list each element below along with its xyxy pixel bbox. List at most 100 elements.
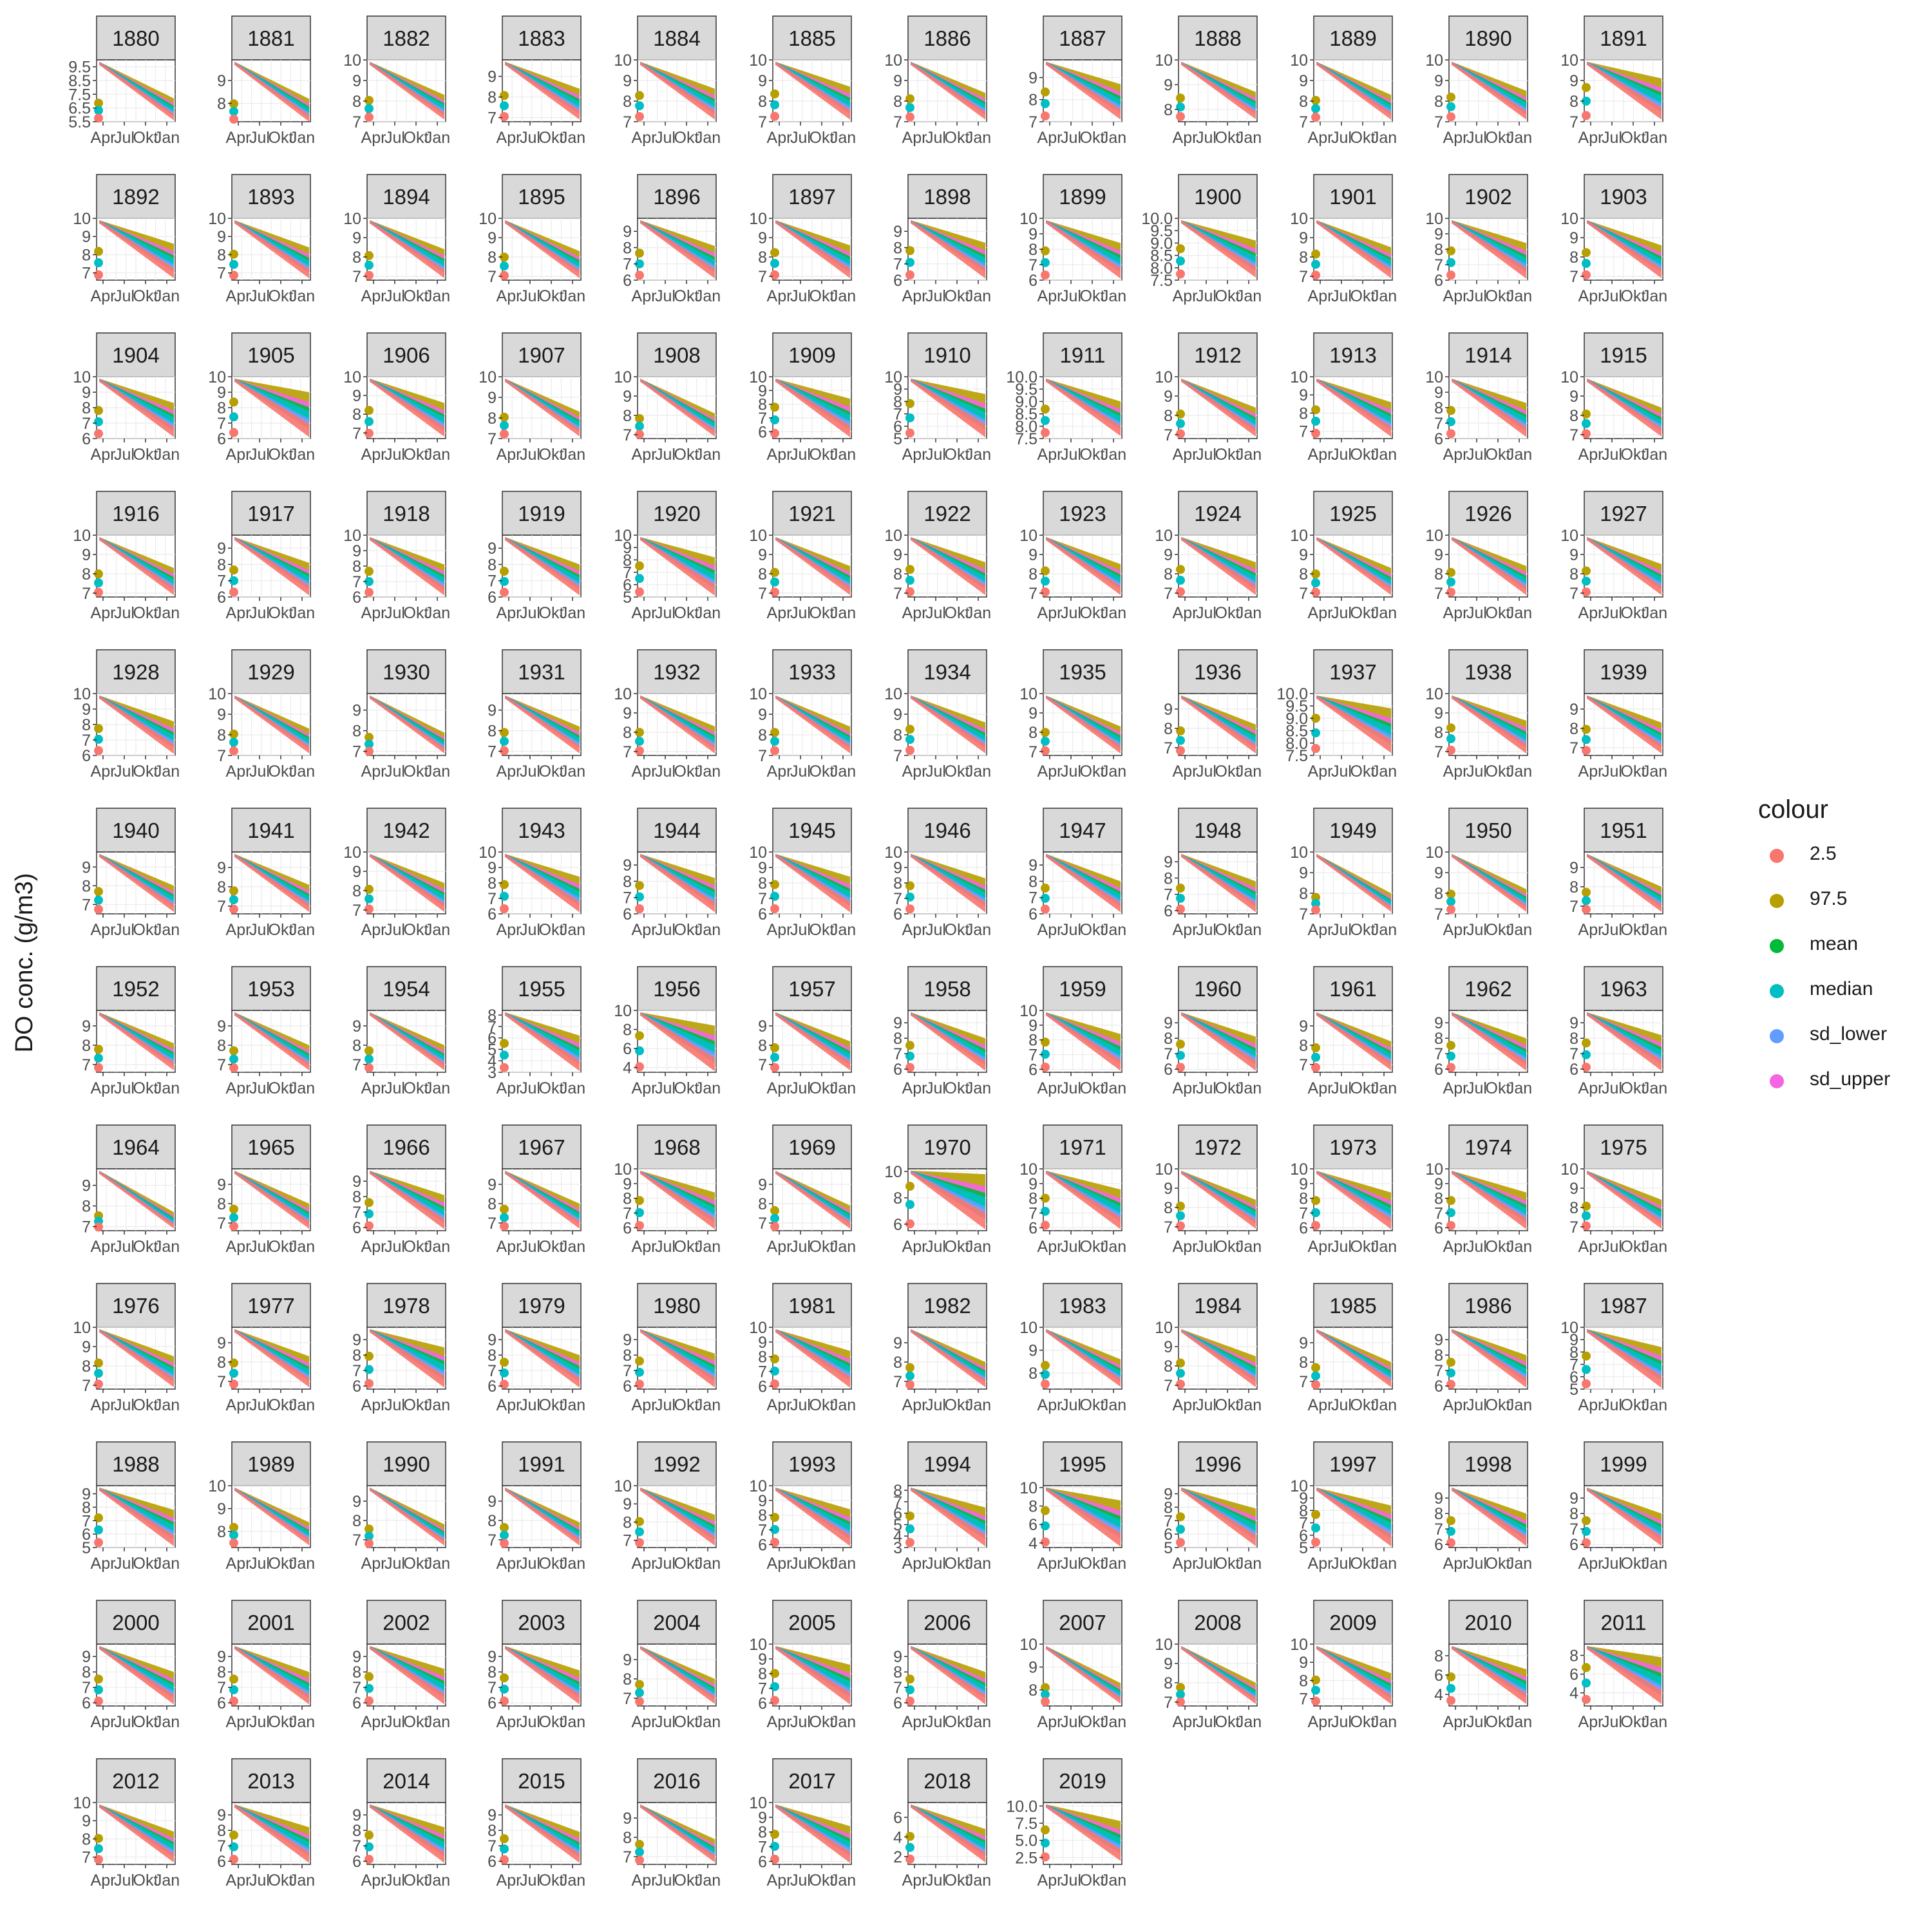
point-2-5	[365, 1221, 374, 1231]
point-median	[905, 1371, 914, 1381]
y-tick-label: 6	[758, 423, 767, 441]
point-97-5	[1311, 1196, 1320, 1206]
x-tick-label: Jan	[1236, 129, 1262, 147]
y-tick-label: 6	[1164, 1061, 1173, 1079]
facet-strip	[907, 649, 987, 694]
y-tick-label: 7	[758, 1215, 767, 1233]
y-tick-label: 7	[1299, 1056, 1308, 1074]
y-tick-label: 8	[758, 565, 767, 583]
x-tick-label: Jan	[1236, 287, 1262, 305]
y-tick-label: 7	[1569, 585, 1578, 603]
ribbon-2-5	[234, 536, 309, 596]
ribbon-2-5	[99, 536, 174, 595]
facet-strip	[231, 808, 311, 853]
point-2-5	[1311, 744, 1320, 753]
facet-strip-label: 1890	[1464, 26, 1511, 50]
facet-strip-label: 1916	[112, 502, 159, 526]
y-tick-label: 8	[1164, 565, 1173, 583]
y-tick-label: 8	[1434, 724, 1443, 742]
facet-strip-label: 1930	[383, 660, 430, 684]
y-tick-label: 7	[1569, 268, 1578, 286]
point-97-5	[905, 246, 914, 256]
x-tick-label: Jan	[154, 762, 180, 781]
point-2-5	[635, 1538, 644, 1548]
y-tick-label: 7	[623, 113, 632, 131]
point-median	[1176, 893, 1185, 903]
facet-strip-label: 1938	[1464, 660, 1511, 684]
facet-strip	[96, 174, 176, 219]
point-median	[905, 1200, 914, 1209]
point-2-5	[94, 1696, 103, 1706]
facet-strip-label: 1924	[1194, 502, 1241, 526]
facet-strip-label: 1944	[653, 819, 700, 842]
y-tick-label: 8	[893, 239, 902, 257]
x-tick-label: Jul	[1331, 921, 1352, 939]
x-tick-label: Jan	[830, 1079, 856, 1097]
y-tick-label: 9	[1299, 386, 1308, 404]
facet-strip-label: 1896	[653, 185, 700, 209]
point-median	[1311, 1371, 1320, 1381]
point-97-5	[229, 565, 238, 575]
facet-strip	[231, 15, 311, 61]
y-tick-label: 8	[488, 410, 497, 428]
y-tick-label: 7	[1569, 1218, 1578, 1236]
y-tick-label: 10	[884, 685, 902, 703]
x-tick-label: Apr	[632, 287, 657, 305]
point-2-5	[905, 904, 914, 914]
y-tick-label: 10	[208, 368, 226, 386]
y-tick-label: 8	[488, 556, 497, 574]
facet-strip-label: 1909	[788, 343, 835, 367]
ribbon-2-5	[775, 378, 850, 437]
x-tick-label: Okt	[1215, 129, 1240, 147]
point-median	[635, 1527, 644, 1537]
facet-strip-label: 1975	[1600, 1135, 1647, 1159]
x-tick-label: Okt	[945, 604, 970, 622]
x-tick-label: Apr	[767, 762, 792, 781]
x-tick-label: Okt	[674, 762, 699, 781]
x-tick-label: Jan	[560, 446, 585, 464]
y-tick-label: 8	[82, 877, 91, 895]
x-tick-label: Jul	[1061, 1238, 1081, 1256]
x-tick-label: Okt	[945, 287, 970, 305]
facet-strip-label: 1961	[1329, 977, 1376, 1001]
x-tick-label: Apr	[767, 446, 792, 464]
y-tick-label: 9	[1569, 546, 1578, 564]
x-tick-label: Jan	[830, 1555, 856, 1573]
y-tick-label: 9	[82, 1018, 91, 1036]
ribbon-2-5	[1181, 536, 1256, 595]
facet-strip-label: 1900	[1194, 185, 1241, 209]
ribbon-2-5	[911, 695, 985, 753]
y-tick-label: 7	[1434, 585, 1443, 603]
y-tick-label: 8	[623, 93, 632, 111]
point-median	[1176, 1524, 1185, 1534]
y-tick-label: 6	[1299, 1219, 1308, 1237]
x-tick-label: Jul	[655, 446, 676, 464]
x-tick-label: Apr	[226, 1555, 251, 1573]
point-2-5	[365, 1696, 374, 1706]
y-tick-label: 9	[488, 1176, 497, 1194]
facet-strip	[1178, 15, 1258, 61]
facet-strip-label: 1981	[788, 1294, 835, 1318]
y-tick-label: 10	[749, 210, 767, 228]
x-tick-label: Apr	[497, 921, 522, 939]
facet-strip	[502, 808, 582, 853]
point-2-5	[1446, 1063, 1455, 1072]
point-97-5	[229, 1204, 238, 1214]
facet-strip	[772, 491, 852, 536]
point-2-5	[770, 270, 779, 279]
y-tick-label: 7	[1299, 905, 1308, 923]
x-tick-label: Jan	[695, 1079, 721, 1097]
y-tick-label: 7	[352, 902, 361, 920]
point-2-5	[1582, 1063, 1591, 1072]
y-tick-label: 7	[893, 1373, 902, 1391]
x-tick-label: Apr	[497, 1713, 522, 1731]
ribbon-2-5	[640, 536, 715, 596]
facet-strip-label: 1949	[1329, 819, 1376, 842]
point-2-5	[635, 1062, 644, 1072]
